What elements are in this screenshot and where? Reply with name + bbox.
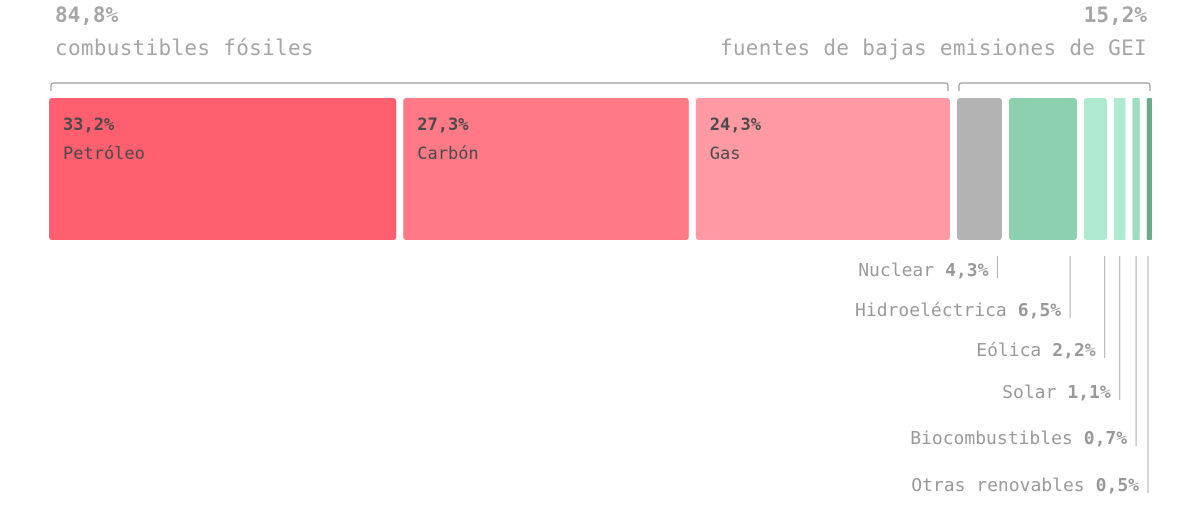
low-emission-group-label: fuentes de bajas emisiones de GEI: [719, 36, 1147, 60]
bar-nuclear: [956, 98, 1002, 240]
value-label-otras-renovables: 0,5%: [1096, 475, 1140, 496]
value-label-carbon: 27,3%: [417, 115, 469, 135]
category-label-biocombustibles: Biocombustibles: [910, 428, 1073, 449]
bar-eolica: [1083, 98, 1107, 240]
bar-hidroelectrica: [1008, 98, 1077, 240]
fossil-group-bracket: [50, 82, 949, 91]
bar-otras-renovables: [1146, 98, 1152, 240]
low-emission-group-bracket: [958, 82, 1151, 91]
value-label-biocombustibles: 0,7%: [1084, 428, 1128, 449]
low-emission-group-percent: 15,2%: [1083, 3, 1147, 27]
value-label-eolica: 2,2%: [1052, 340, 1096, 361]
value-label-solar: 1,1%: [1067, 382, 1111, 403]
category-label-nuclear: Nuclear: [858, 260, 934, 281]
fossil-group-percent: 84,8%: [55, 3, 119, 27]
category-label-gas: Gas: [710, 144, 741, 164]
fossil-group-label: combustibles fósiles: [55, 36, 314, 60]
category-label-hidroelectrica: Hidroeléctrica: [855, 300, 1007, 321]
bar-solar: [1113, 98, 1126, 240]
category-label-solar: Solar: [1002, 382, 1056, 403]
bar-petroleo: [49, 98, 397, 240]
bar-biocombustibles: [1132, 98, 1140, 240]
category-label-petroleo: Petróleo: [63, 144, 145, 164]
category-label-carbon: Carbón: [417, 144, 478, 164]
bar-gas: [695, 98, 950, 240]
category-label-eolica: Eólica: [976, 340, 1041, 361]
value-label-nuclear: 4,3%: [945, 260, 989, 281]
value-label-petroleo: 33,2%: [63, 115, 115, 135]
bar-carbon: [403, 98, 689, 240]
value-label-hidroelectrica: 6,5%: [1018, 300, 1062, 321]
category-label-otras-renovables: Otras renovables: [911, 475, 1084, 496]
value-label-gas: 24,3%: [710, 115, 762, 135]
